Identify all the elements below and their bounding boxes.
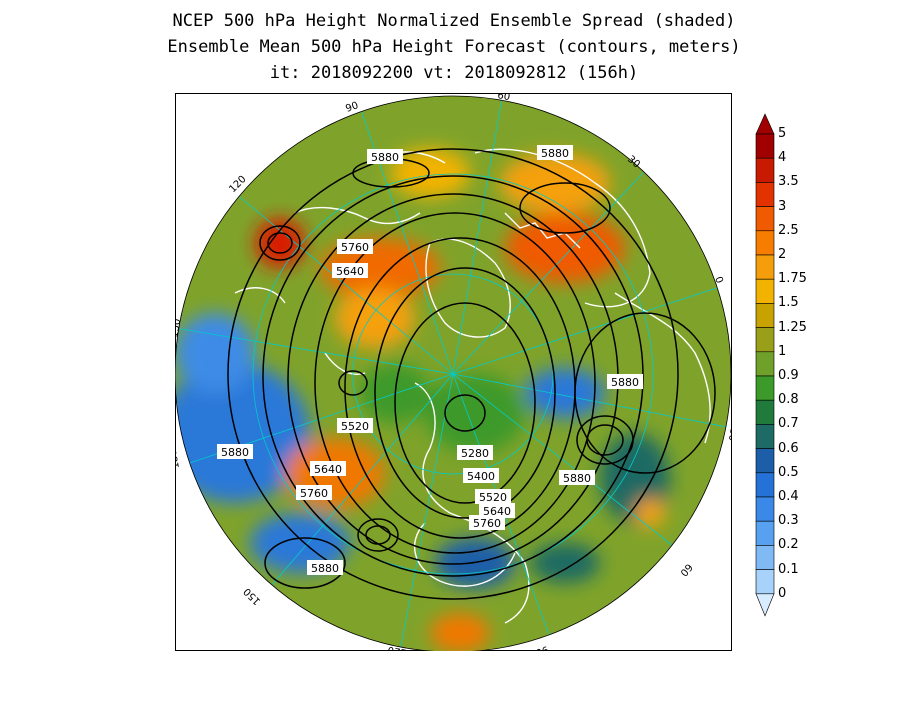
colorbar-tick-label: 0.3 xyxy=(778,513,799,529)
colorbar-tick-label: 0.1 xyxy=(778,561,799,577)
colorbar-swatch xyxy=(755,327,775,353)
title-line-1: NCEP 500 hPa Height Normalized Ensemble … xyxy=(172,11,736,31)
colorbar-swatch xyxy=(755,424,775,449)
lon-label-60-lower-right: 60 xyxy=(678,561,695,578)
colorbar-tick-label: 4 xyxy=(778,150,787,166)
contour-label-5400: 5400 xyxy=(467,470,495,483)
colorbar-tick-label: 5 xyxy=(778,126,787,141)
lon-label-60-top: 60 xyxy=(496,93,510,103)
colorbar-swatch xyxy=(755,375,775,401)
colorbar-tick-label: 0.8 xyxy=(778,392,799,408)
colorbar-tick-label: 3.5 xyxy=(778,174,799,190)
polar-map: 5880 5880 5760 5640 5880 5520 5880 5280 … xyxy=(175,93,732,651)
colorbar-tick-label: 0 xyxy=(778,585,787,601)
lon-label-150-left: 150 xyxy=(175,318,183,339)
colorbar xyxy=(755,113,775,617)
contour-label-5760: 5760 xyxy=(473,517,501,530)
colorbar-tick-label: 0.2 xyxy=(778,537,799,553)
colorbar-swatch xyxy=(755,254,775,280)
colorbar-swatch xyxy=(755,472,775,498)
colorbar-swatch xyxy=(755,303,775,328)
lon-label-150-lower-left: 150 xyxy=(242,585,263,606)
title-line-3: it: 2018092200 vt: 2018092812 (156h) xyxy=(269,63,639,83)
colorbar-boxes xyxy=(755,113,775,617)
colorbar-swatch xyxy=(755,230,775,256)
coastlines xyxy=(234,148,711,624)
colorbar-top-arrow xyxy=(755,113,775,135)
colorbar-swatch xyxy=(755,278,775,304)
contour-label-5520: 5520 xyxy=(341,420,369,433)
colorbar-swatch xyxy=(755,351,775,377)
colorbar-tick-label: 2 xyxy=(778,247,787,262)
contour-label-5880: 5880 xyxy=(541,147,569,160)
colorbar-swatch xyxy=(755,133,775,159)
title-line-2: Ensemble Mean 500 hPa Height Forecast (c… xyxy=(167,37,741,57)
colorbar-tick-label: 1 xyxy=(778,343,787,359)
contour-label-5760: 5760 xyxy=(300,487,328,500)
contour-label-5880: 5880 xyxy=(371,151,399,164)
colorbar-tick-label: 2.5 xyxy=(778,222,799,238)
contour-label-5640: 5640 xyxy=(314,463,342,476)
contour-label-5880: 5880 xyxy=(221,446,249,459)
colorbar-tick-label: 1.75 xyxy=(778,271,807,287)
colorbar-swatch xyxy=(755,399,775,425)
colorbar-swatch xyxy=(755,545,775,570)
lon-label-90-bottom: 90 xyxy=(534,643,550,651)
contour-label-5880: 5880 xyxy=(611,376,639,389)
colorbar-tick-label: 1.25 xyxy=(778,319,807,335)
colorbar-tick-label: 0.6 xyxy=(778,440,799,456)
colorbar-swatch xyxy=(755,157,775,183)
lon-label-30-right: 30 xyxy=(726,427,732,441)
map-boundary xyxy=(175,95,732,651)
lon-label-120-bottom: 120 xyxy=(387,644,408,651)
colorbar-tick-label: 0.7 xyxy=(778,416,799,432)
contour-label-5760: 5760 xyxy=(341,241,369,254)
colorbar-swatch xyxy=(755,206,775,232)
lon-label-180: 180 xyxy=(175,449,182,470)
colorbar-swatch xyxy=(755,496,775,522)
colorbar-swatch xyxy=(755,182,775,207)
colorbar-tick-label: 0.4 xyxy=(778,489,799,504)
contour-label-5640: 5640 xyxy=(336,265,364,278)
colorbar-tick-label: 0.9 xyxy=(778,368,799,383)
graticule xyxy=(175,96,731,651)
contour-label-5520: 5520 xyxy=(479,491,507,504)
lon-label-90-upper-left: 90 xyxy=(344,100,360,115)
colorbar-tick-label: 0.5 xyxy=(778,464,799,480)
lon-label-0: 0 xyxy=(712,275,725,285)
colorbar-bottom-arrow xyxy=(755,593,775,617)
height-contours xyxy=(227,148,716,600)
contour-label-5880: 5880 xyxy=(563,472,591,485)
colorbar-swatch xyxy=(755,448,775,474)
contour-label-5280: 5280 xyxy=(461,447,489,460)
colorbar-tick-label: 1.5 xyxy=(778,295,799,311)
colorbar-swatch xyxy=(755,569,775,595)
contour-labels: 5880 5880 5760 5640 5880 5520 5880 5280 … xyxy=(217,145,643,575)
spread-shading xyxy=(175,96,731,651)
colorbar-tick-label: 3 xyxy=(778,198,787,214)
contour-label-5640: 5640 xyxy=(483,505,511,518)
colorbar-swatch xyxy=(755,520,775,546)
contour-label-5880: 5880 xyxy=(311,562,339,575)
